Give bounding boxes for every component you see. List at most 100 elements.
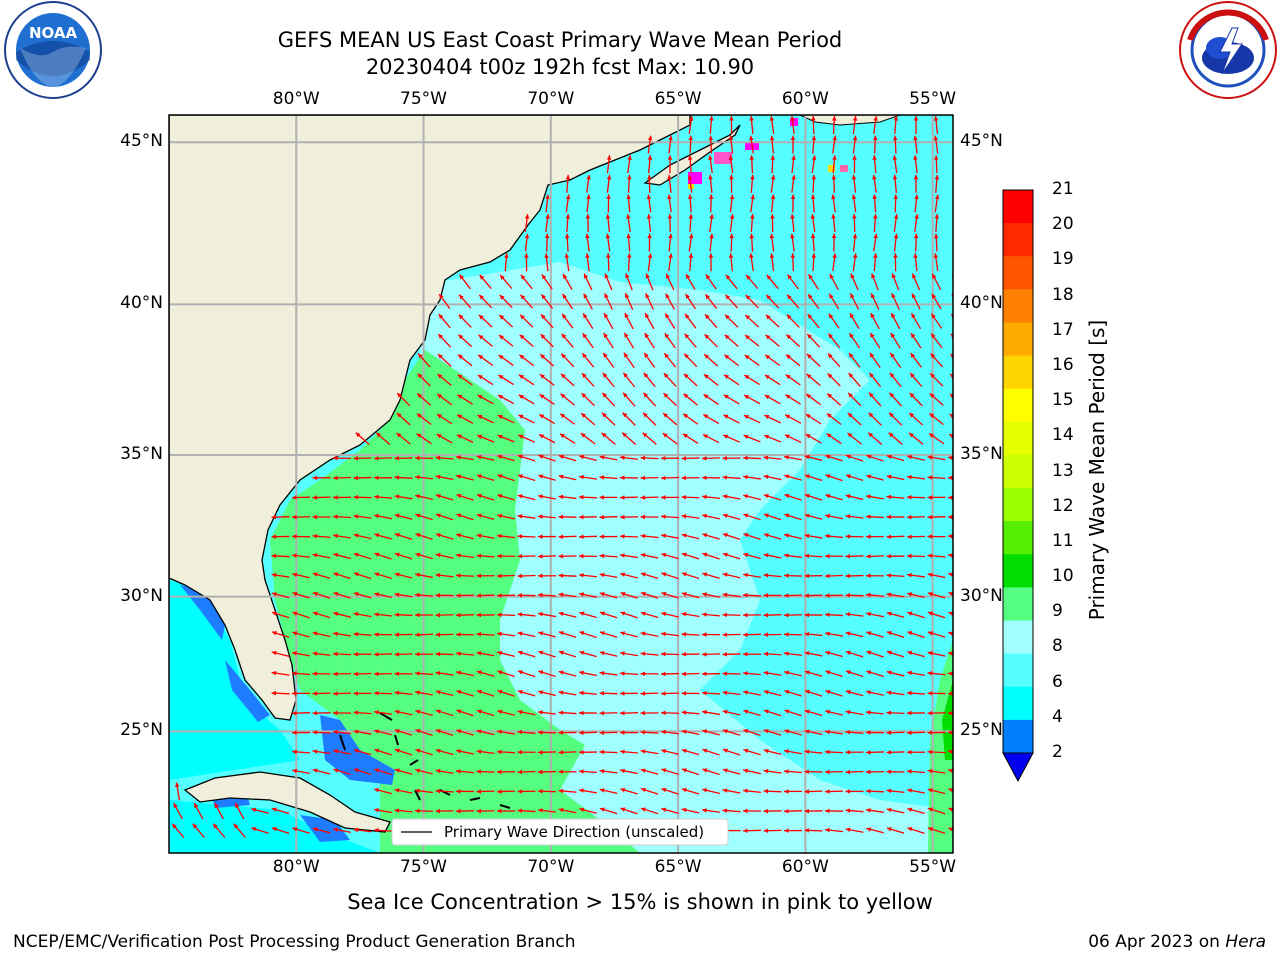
wave-arrow <box>910 312 922 330</box>
latitude-label-right: 35°N <box>960 443 1003 464</box>
wave-arrow <box>291 495 311 500</box>
wave-arrow <box>886 534 905 540</box>
wave-arrow <box>831 115 837 135</box>
wave-arrow <box>681 671 700 677</box>
wave-arrow <box>744 354 760 366</box>
wave-arrow <box>640 787 659 795</box>
wave-arrow <box>868 392 882 407</box>
land-bahamas <box>339 712 511 809</box>
wave-arrow <box>770 174 776 193</box>
wave-arrow <box>749 233 754 252</box>
wave-arrow <box>804 612 823 618</box>
footer-credit: NCEP/EMC/Verification Post Processing Pr… <box>13 932 576 952</box>
wave-arrow <box>913 253 918 272</box>
wave-arrow <box>701 652 721 657</box>
wave-arrow <box>824 808 844 814</box>
wave-arrow <box>624 312 634 330</box>
wave-arrow <box>750 174 755 193</box>
wave-arrow <box>934 213 940 233</box>
wave-arrow <box>665 273 675 291</box>
wave-arrow <box>889 392 902 407</box>
land-north-america <box>169 115 691 721</box>
wave-arrow <box>374 513 392 520</box>
wave-arrow <box>723 354 740 367</box>
wave-arrow <box>914 194 919 213</box>
wave-arrow <box>687 174 693 193</box>
wave-arrow <box>312 710 331 716</box>
wave-arrow <box>664 332 676 349</box>
wave-arrow <box>497 414 515 424</box>
wave-arrow <box>458 294 472 309</box>
wave-arrow <box>866 650 884 658</box>
wave-arrow <box>578 514 598 520</box>
wave-arrow <box>927 749 946 755</box>
wave-arrow <box>870 292 880 310</box>
wave-arrow <box>947 514 953 520</box>
wave-arrow <box>845 514 864 519</box>
wave-arrow <box>497 493 515 501</box>
wave-arrow <box>620 787 638 795</box>
wave-arrow <box>804 474 823 482</box>
wave-arrow <box>520 274 533 290</box>
wave-arrow <box>578 730 598 736</box>
wave-arrow <box>582 313 594 329</box>
wave-arrow <box>729 174 734 193</box>
wave-arrow <box>927 591 946 599</box>
wave-arrow <box>933 115 939 135</box>
wave-arrow <box>332 455 352 461</box>
wave-arrow <box>804 769 823 774</box>
wave-arrow <box>518 414 535 424</box>
wave-arrow <box>783 573 803 578</box>
wave-arrow <box>783 632 803 637</box>
wave-arrow <box>947 730 953 735</box>
wave-arrow <box>435 553 454 559</box>
wave-arrow <box>579 788 597 794</box>
wave-arrow <box>886 769 905 774</box>
wave-arrow <box>496 789 516 794</box>
wave-arrow <box>763 533 782 540</box>
wave-arrow <box>333 533 351 539</box>
colorbar-segment <box>1003 521 1033 555</box>
wave-arrow <box>175 782 181 801</box>
wave-arrow <box>603 332 614 349</box>
wave-arrow <box>763 709 782 717</box>
wave-arrow <box>681 475 700 481</box>
wave-arrow <box>931 293 942 310</box>
wave-arrow <box>744 334 760 347</box>
wave-arrow <box>517 689 536 697</box>
wave-arrow <box>702 788 720 795</box>
wave-arrow <box>845 631 864 638</box>
wave-arrow <box>763 729 782 736</box>
wave-arrow <box>606 155 612 174</box>
wave-arrow <box>599 768 618 774</box>
wave-arrow <box>791 174 796 193</box>
period-zone-10-11 <box>942 680 953 760</box>
wave-arrow <box>701 456 721 461</box>
wave-arrow <box>394 652 413 657</box>
wave-arrow <box>599 690 618 696</box>
wave-arrow <box>373 652 393 657</box>
wave-arrow <box>886 514 905 520</box>
wave-arrow <box>948 631 953 636</box>
wave-arrow <box>312 611 331 619</box>
colorbar-segment <box>1003 223 1033 257</box>
wave-arrow <box>640 631 659 637</box>
wave-arrow <box>866 631 884 638</box>
wave-arrow <box>729 194 735 213</box>
wave-arrow <box>476 808 495 814</box>
wave-arrow <box>929 392 944 406</box>
wave-arrow <box>763 434 782 443</box>
wave-arrow <box>824 533 844 539</box>
wave-arrow <box>791 155 796 174</box>
wave-arrow <box>948 553 953 558</box>
wave-arrow <box>234 802 245 820</box>
footer-host: Hera <box>1225 932 1266 952</box>
wave-arrow <box>312 572 331 579</box>
wave-arrow <box>640 572 659 579</box>
wave-arrow <box>394 612 413 618</box>
wave-arrow <box>743 768 761 775</box>
wave-arrow <box>744 374 760 386</box>
wave-arrow <box>825 631 843 637</box>
wave-arrow <box>805 433 822 444</box>
wave-arrow <box>476 593 495 598</box>
